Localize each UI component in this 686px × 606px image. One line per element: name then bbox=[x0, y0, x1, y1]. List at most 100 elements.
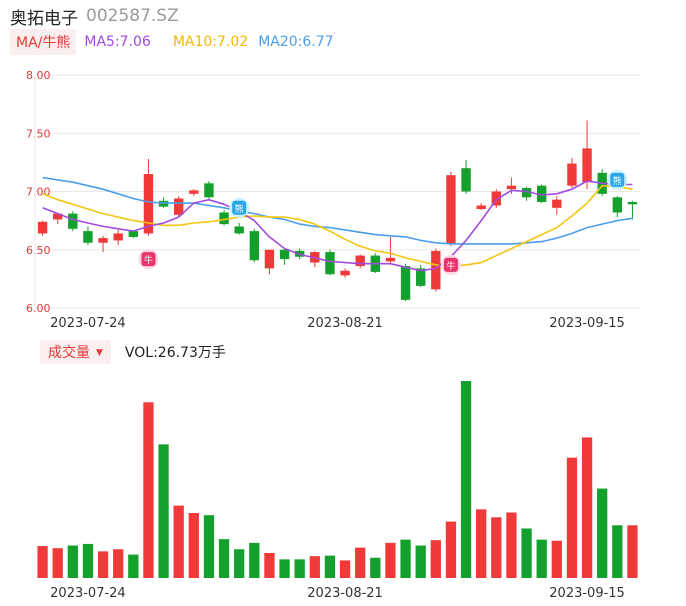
volume-bar bbox=[128, 554, 139, 578]
candle-body bbox=[204, 183, 214, 198]
bear-marker-icon: 熊 bbox=[229, 197, 250, 218]
candle-body bbox=[582, 148, 592, 183]
stock-name: 奥拓电子 bbox=[10, 8, 78, 29]
price-tick-label: 6.00 bbox=[26, 302, 51, 315]
candle-body bbox=[249, 231, 260, 261]
date-label-volume: 2023-09-15 bbox=[549, 586, 625, 601]
volume-bar bbox=[188, 513, 199, 578]
volume-bar bbox=[37, 546, 48, 578]
candle-body bbox=[506, 185, 517, 190]
marker-badge bbox=[443, 257, 458, 272]
ma5-value: MA5:7.06 bbox=[84, 34, 151, 50]
candle bbox=[521, 186, 532, 201]
candle bbox=[582, 120, 592, 190]
ma10-value: MA10:7.02 bbox=[172, 34, 249, 50]
volume-bar bbox=[581, 437, 593, 578]
candle-body bbox=[385, 257, 396, 262]
volume-bar bbox=[249, 542, 260, 578]
volume-bar bbox=[476, 509, 487, 578]
price-tick-label: 8.00 bbox=[26, 69, 51, 82]
price-tick-label: 6.50 bbox=[26, 244, 51, 257]
volume-bar bbox=[234, 549, 245, 578]
stock-code: 002587.SZ bbox=[86, 6, 179, 26]
volume-bar bbox=[415, 545, 426, 578]
candle bbox=[415, 264, 426, 288]
candle bbox=[279, 248, 290, 265]
candle bbox=[400, 263, 411, 302]
candle bbox=[446, 171, 456, 247]
bull-marker-icon: 牛 bbox=[138, 249, 159, 270]
candle bbox=[476, 203, 486, 211]
candle bbox=[612, 196, 623, 218]
candle-body bbox=[431, 250, 441, 290]
candle bbox=[325, 249, 335, 276]
candle-body bbox=[98, 238, 108, 243]
candle bbox=[491, 189, 502, 208]
bear-marker-icon: 熊 bbox=[607, 169, 628, 190]
candle bbox=[113, 229, 123, 246]
candle-body bbox=[325, 252, 335, 275]
candle bbox=[189, 189, 199, 197]
date-label: 2023-07-24 bbox=[50, 316, 126, 331]
volume-indicator-selector[interactable]: 成交量 ▼ bbox=[40, 340, 111, 364]
candle-body bbox=[52, 213, 63, 220]
marker-badge bbox=[610, 172, 625, 187]
candle bbox=[98, 235, 108, 253]
volume-bar bbox=[203, 515, 215, 578]
candle bbox=[204, 181, 214, 201]
volume-bar bbox=[627, 525, 638, 578]
candle bbox=[234, 222, 244, 235]
volume-value: VOL:26.73万手 bbox=[124, 345, 226, 361]
volume-bar bbox=[597, 488, 608, 578]
candle-body bbox=[143, 174, 154, 234]
volume-bar bbox=[566, 457, 578, 578]
price-tick-label: 7.50 bbox=[26, 127, 51, 140]
volume-bar bbox=[309, 556, 320, 578]
volume-bar bbox=[536, 539, 547, 578]
candle-body bbox=[521, 188, 532, 198]
volume-indicator-label: 成交量 bbox=[48, 345, 90, 361]
candle-body bbox=[189, 190, 199, 194]
candle-body bbox=[234, 226, 244, 234]
volume-bar bbox=[355, 547, 366, 578]
volume-bar bbox=[279, 559, 290, 578]
date-label-volume: 2023-08-21 bbox=[307, 586, 383, 601]
volume-bar bbox=[551, 540, 562, 578]
candle-body bbox=[340, 270, 350, 276]
candle bbox=[264, 249, 275, 275]
candle-body bbox=[264, 249, 275, 269]
date-label: 2023-09-15 bbox=[549, 316, 625, 331]
volume-bar bbox=[445, 521, 457, 578]
volume-bar bbox=[460, 380, 472, 578]
candle-body bbox=[83, 231, 93, 243]
candle-body bbox=[536, 185, 547, 202]
candle bbox=[173, 196, 184, 218]
candle bbox=[536, 184, 547, 204]
candle bbox=[37, 220, 48, 236]
volume-bar bbox=[143, 402, 154, 578]
marker-badge bbox=[141, 252, 156, 267]
candle-body bbox=[552, 199, 562, 208]
volume-bar bbox=[324, 555, 336, 578]
candle bbox=[249, 228, 260, 263]
ma-legend: MA/牛熊 MA5:7.06 MA10:7.02 MA20:6.77 bbox=[10, 29, 334, 55]
candle bbox=[83, 226, 93, 246]
price-tick-label: 7.00 bbox=[26, 186, 51, 199]
volume-bar bbox=[506, 512, 517, 578]
volume-bar bbox=[158, 444, 169, 578]
volume-bar bbox=[612, 525, 623, 578]
marker-label: 牛 bbox=[144, 254, 153, 266]
ma-indicator-selector[interactable]: MA/牛熊 bbox=[10, 29, 77, 55]
volume-bar bbox=[82, 543, 94, 578]
marker-label: 牛 bbox=[446, 260, 455, 272]
volume-bar bbox=[264, 552, 275, 578]
volume-bar bbox=[294, 559, 305, 578]
candle-body bbox=[37, 221, 48, 234]
volume-bar bbox=[173, 505, 184, 578]
marker-label: 熊 bbox=[235, 203, 244, 215]
candle-body bbox=[461, 168, 471, 192]
candle bbox=[219, 210, 229, 226]
candle-body bbox=[68, 213, 78, 229]
volume-bar bbox=[113, 549, 124, 578]
